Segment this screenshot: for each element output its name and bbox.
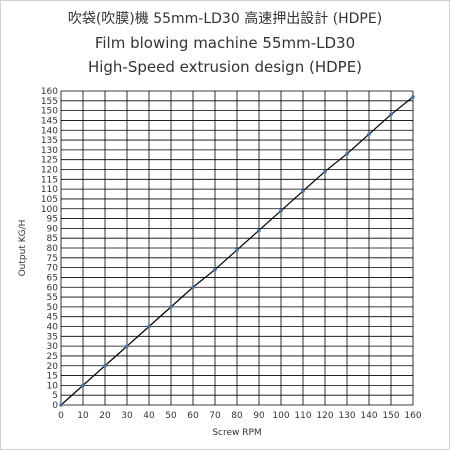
x-tick-label: 80 bbox=[231, 411, 243, 421]
data-point bbox=[147, 324, 151, 329]
x-tick-label: 130 bbox=[338, 411, 355, 421]
y-tick-label: 30 bbox=[47, 342, 59, 352]
x-tick-label: 90 bbox=[253, 411, 265, 421]
y-tick-label: 115 bbox=[41, 175, 58, 185]
chart-subtitle: Film blowing machine 55mm-LD30 bbox=[94, 34, 356, 52]
y-tick-label: 85 bbox=[47, 234, 58, 244]
data-point bbox=[301, 189, 305, 193]
x-tick-label: 100 bbox=[272, 411, 289, 421]
x-tick-label: 0 bbox=[58, 411, 64, 421]
y-tick-label: 75 bbox=[47, 254, 58, 264]
y-tick-label: 90 bbox=[47, 224, 59, 234]
y-tick-label: 10 bbox=[47, 381, 59, 391]
x-tick-label: 30 bbox=[121, 411, 133, 421]
y-tick-label: 60 bbox=[47, 283, 59, 293]
y-tick-label: 120 bbox=[41, 166, 58, 176]
y-axis-label: Output KG/H bbox=[18, 220, 28, 277]
x-axis-label: Screw RPM bbox=[212, 428, 261, 438]
data-point bbox=[59, 403, 63, 407]
x-tick-label: 50 bbox=[165, 411, 177, 421]
data-point bbox=[389, 112, 393, 117]
y-tick-label: 105 bbox=[41, 195, 58, 205]
data-point bbox=[345, 152, 349, 156]
data-point bbox=[411, 95, 415, 99]
y-tick-label: 45 bbox=[47, 313, 58, 323]
y-tick-label: 95 bbox=[47, 215, 58, 225]
y-tick-label: 5 bbox=[52, 391, 58, 401]
y-tick-label: 70 bbox=[47, 264, 59, 274]
y-tick-labels: 0510152025303540455055606570758085909510… bbox=[41, 87, 58, 411]
y-tick-label: 140 bbox=[41, 126, 58, 136]
y-tick-label: 40 bbox=[47, 323, 59, 333]
x-tick-label: 110 bbox=[294, 411, 311, 421]
data-point bbox=[213, 267, 217, 272]
y-tick-label: 160 bbox=[41, 87, 58, 97]
x-tick-label: 140 bbox=[360, 411, 377, 421]
series-layer bbox=[59, 95, 415, 407]
data-point bbox=[103, 363, 107, 368]
y-tick-label: 145 bbox=[41, 116, 58, 126]
y-tick-label: 65 bbox=[47, 273, 58, 283]
y-tick-label: 135 bbox=[41, 136, 58, 146]
data-point bbox=[279, 208, 283, 213]
x-tick-label: 60 bbox=[187, 411, 199, 421]
data-point bbox=[191, 285, 195, 290]
y-tick-label: 0 bbox=[52, 401, 58, 411]
y-tick-label: 130 bbox=[41, 146, 58, 156]
chart-title: 吹袋(吹膜)機 55mm-LD30 高速押出設計 (HDPE) bbox=[67, 11, 383, 27]
x-tick-label: 70 bbox=[209, 411, 221, 421]
data-point bbox=[81, 383, 85, 388]
data-point bbox=[125, 344, 129, 348]
x-tick-label: 160 bbox=[404, 411, 421, 421]
x-tick-label: 20 bbox=[99, 411, 111, 421]
chart-subtitle-2: High-Speed extrusion design (HDPE) bbox=[87, 58, 363, 76]
data-point bbox=[235, 248, 239, 252]
x-tick-label: 10 bbox=[77, 411, 89, 421]
y-tick-label: 125 bbox=[41, 156, 58, 166]
data-point bbox=[257, 228, 261, 233]
y-tick-label: 35 bbox=[47, 332, 58, 342]
y-tick-label: 50 bbox=[47, 303, 59, 313]
x-tick-labels: 0 10 20 30 40 50 60 70 80 90 100 110 120 130 140 150 160 bbox=[58, 411, 422, 421]
data-point bbox=[367, 132, 371, 136]
y-tick-label: 110 bbox=[41, 185, 58, 195]
y-tick-label: 80 bbox=[47, 244, 59, 254]
y-tick-label: 100 bbox=[41, 205, 58, 215]
y-tick-label: 150 bbox=[41, 107, 58, 117]
x-tick-label: 120 bbox=[316, 411, 333, 421]
y-tick-label: 25 bbox=[47, 352, 58, 362]
data-point bbox=[169, 305, 173, 309]
x-tick-label: 40 bbox=[143, 411, 155, 421]
y-tick-label: 20 bbox=[47, 362, 59, 372]
chart-titles: 吹袋(吹膜)機 55mm-LD30 高速押出設計 (HDPE) Film blo… bbox=[1, 7, 449, 79]
data-point bbox=[323, 169, 327, 174]
grid-lines bbox=[60, 90, 414, 406]
y-tick-label: 155 bbox=[41, 97, 58, 107]
y-tick-label: 55 bbox=[47, 293, 58, 303]
x-tick-label: 150 bbox=[382, 411, 399, 421]
y-tick-label: 15 bbox=[47, 372, 58, 382]
